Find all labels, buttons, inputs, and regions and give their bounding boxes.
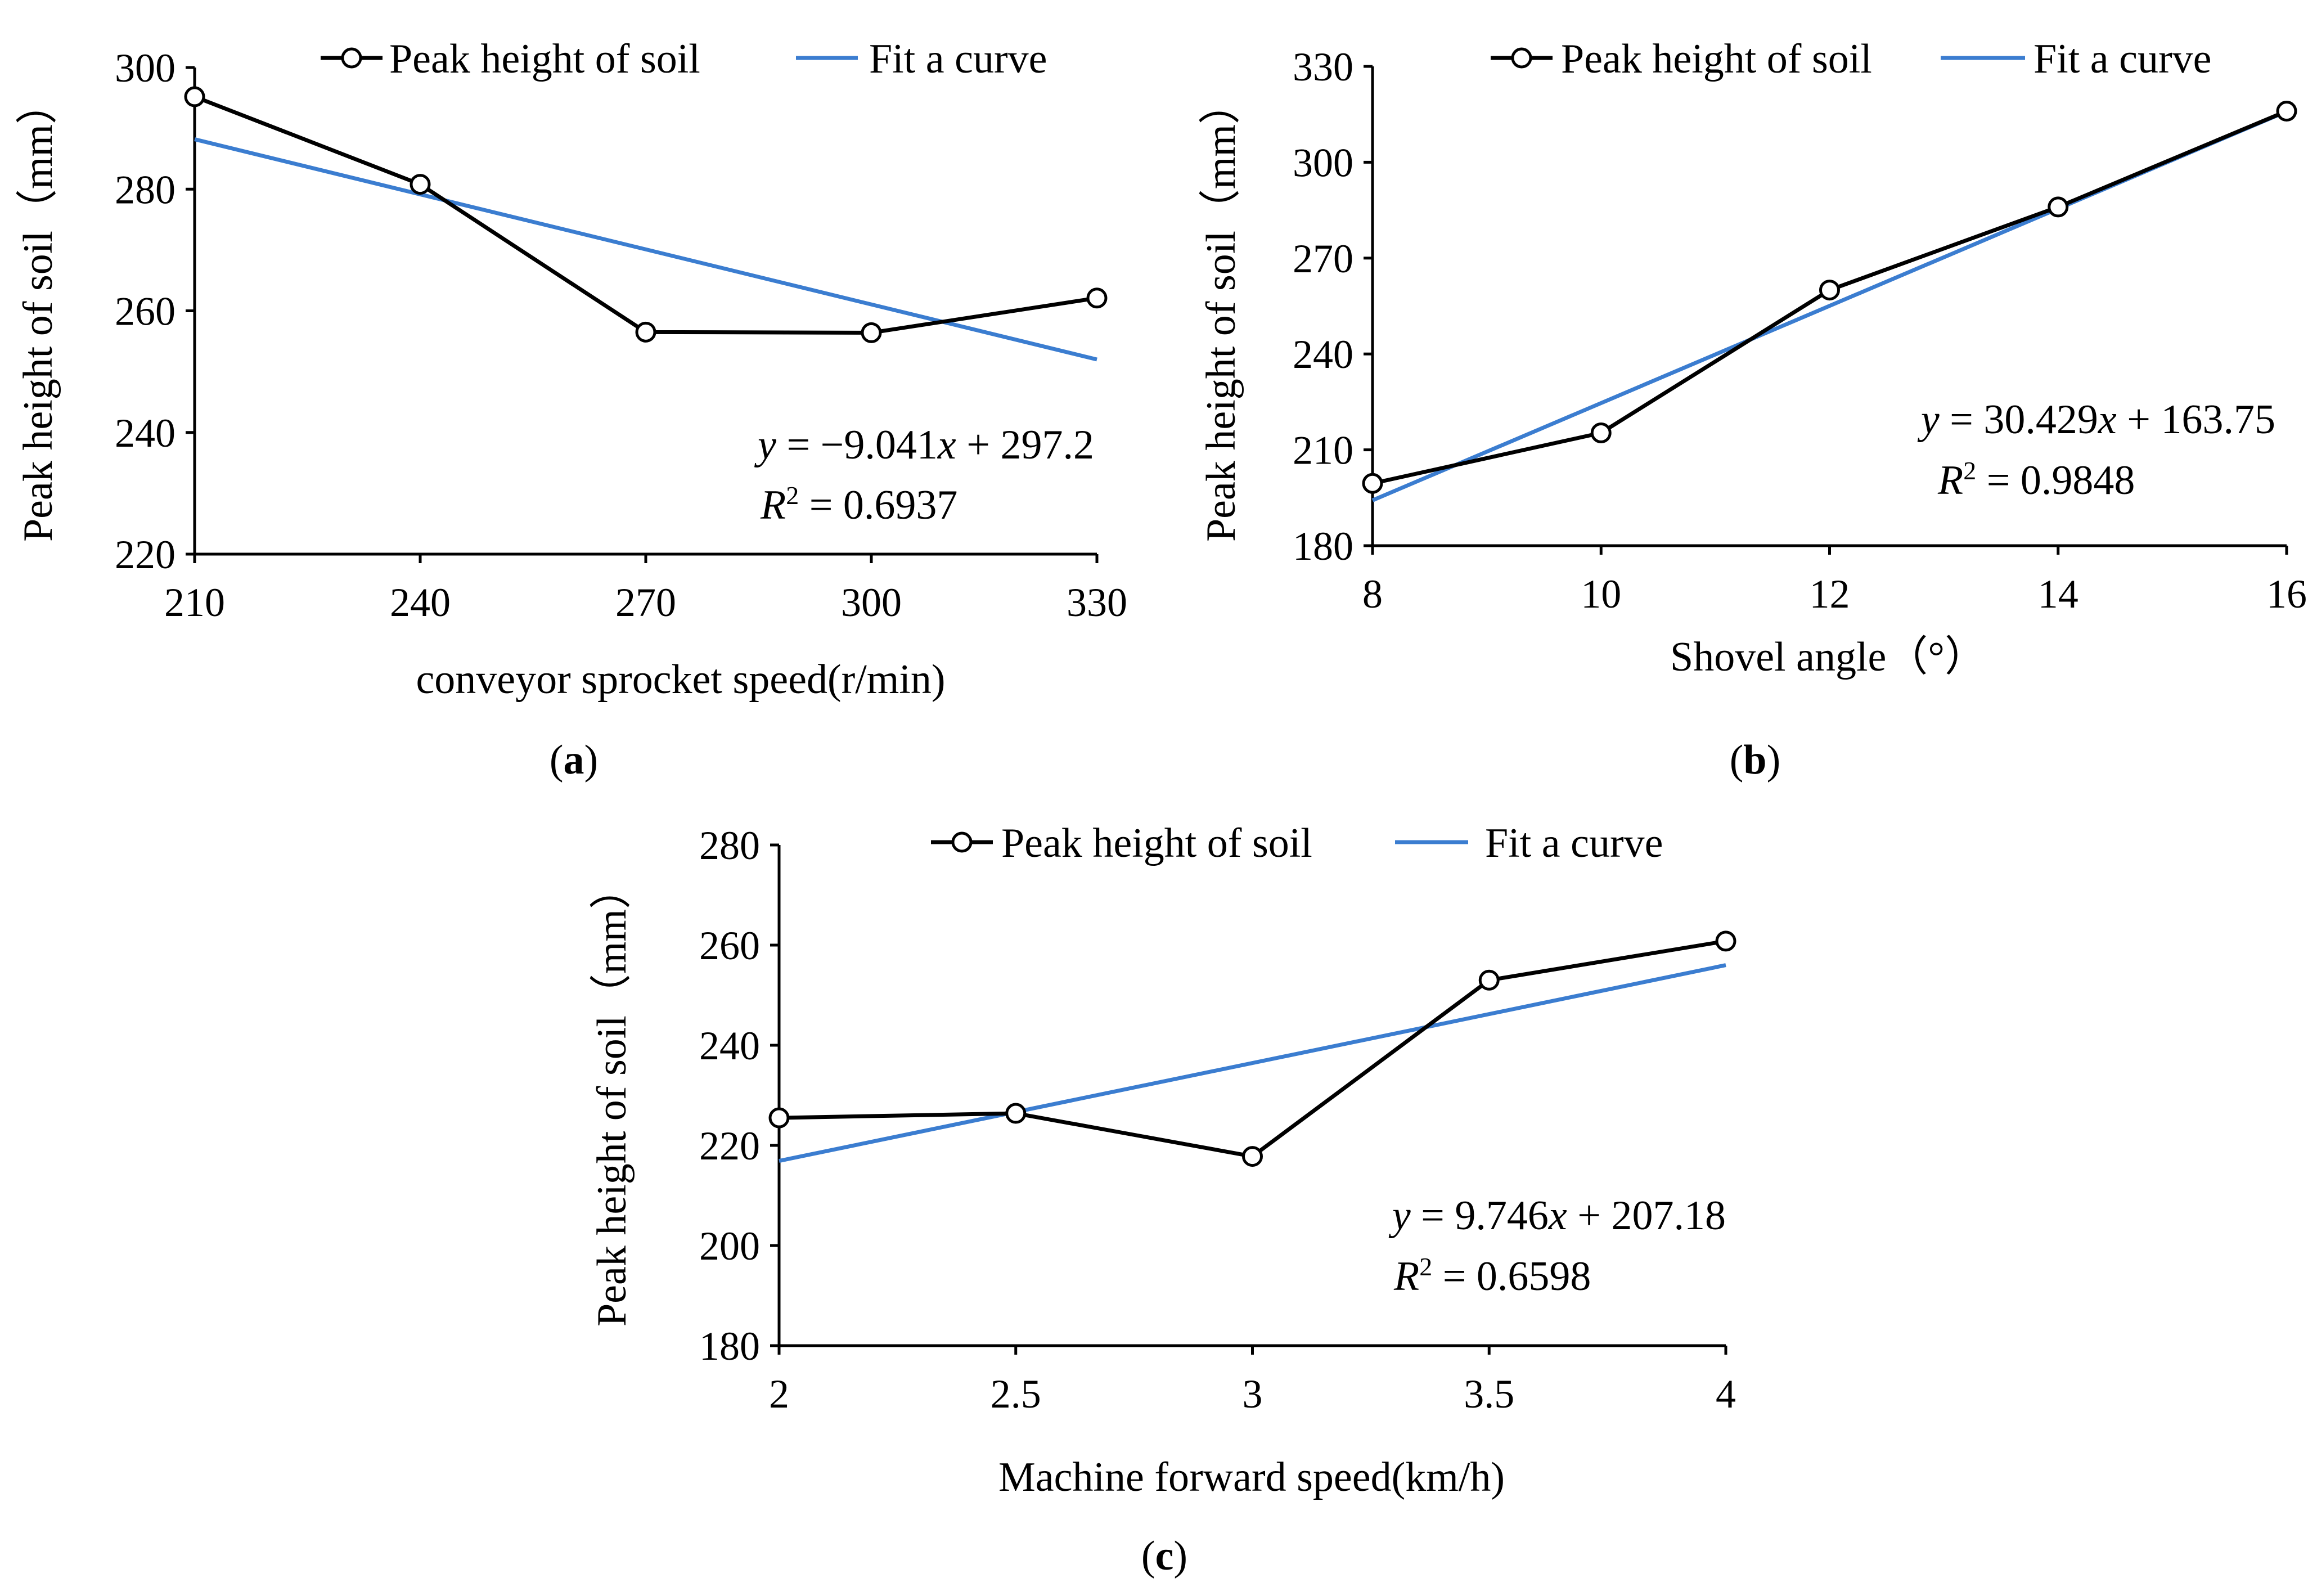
panel-a-x-tick-label: 210 [164,580,225,625]
panel-b-plot: 180 210 240 270 300 330 8 10 12 14 16 [1293,44,2307,617]
panel-b-x-tick-label: 12 [1810,572,1850,617]
panel-a-caption: (a) [550,737,598,783]
panel-c-data-point [1242,1146,1263,1167]
panel-b-legend-observed-marker [1511,47,1532,69]
panel-a-data-point [184,86,205,107]
panel-b-y-tick-label: 210 [1293,428,1353,473]
panel-b-y-tick-label: 270 [1293,236,1353,281]
panel-a-y-tick-label: 300 [115,46,176,91]
panel-b-x-tick-label: 10 [1581,572,1621,617]
panel-b-ylabel: Peak height of soil（mm） [1198,83,1244,542]
panel-c-data-point [768,1107,790,1129]
panel-c-y-tick-label: 280 [699,823,760,868]
panel-c-data-point [1715,930,1736,952]
panel-a-r-squared: R2 = 0.6937 [760,481,957,528]
panel-b-y-tick-label: 330 [1293,44,1353,89]
panel-a-legend: Peak height of soil Fit a curve [321,36,1047,82]
panel-a-y-tick-label: 280 [115,167,176,212]
panel-b-x-tick-label: 16 [2266,572,2307,617]
panel-b-y-tick-label: 240 [1293,332,1353,377]
panel-c-x-tick-label: 4 [1716,1372,1736,1417]
panel-a-y-tick-label: 240 [115,411,176,456]
panel-c-plot: 180 200 220 240 260 280 2 2.5 3 3.5 4 [699,823,1736,1417]
panel-c-fit-line [779,963,1726,1163]
panel-b: Peak height of soil Fit a curve 180 210 24… [1198,36,2307,783]
panel-c-y-tick-label: 260 [699,923,760,968]
panel-b-data-point [1362,473,1383,494]
panel-b-r-squared: R2 = 0.9848 [1937,456,2135,503]
panel-b-data-point [1819,280,1840,301]
panel-a-y-tick-label: 260 [115,289,176,334]
panel-b-legend: Peak height of soil Fit a curve [1491,36,2211,82]
panel-a-x-tick-label: 300 [841,580,902,625]
panel-c-x-tick-label: 3 [1243,1372,1263,1417]
panel-a-x-tick-label: 240 [390,580,451,625]
panel-a-x-tick-label: 330 [1067,580,1127,625]
panel-c-r-squared: R2 = 0.6598 [1393,1252,1591,1300]
panel-a-data-point [861,322,882,343]
panel-c-y-tick-label: 180 [699,1324,760,1369]
panel-b-equation: y = 30.429x + 163.75 [1917,397,2275,443]
panel-c-x-tick-label: 2.5 [991,1372,1041,1417]
panel-c-caption: (c) [1141,1533,1187,1579]
panel-c-equation: y = 9.746x + 207.18 [1388,1193,1726,1239]
panel-c-data-point [1478,969,1500,991]
panel-c: Peak height of soil Fit a curve 18020022… [589,820,1736,1579]
panel-a-y-tick-label: 220 [115,532,176,577]
panel-c-x-tick-label: 2 [769,1372,789,1417]
panel-c-legend-observed-label: Peak height of soil [1001,820,1312,866]
panel-a-data-point [635,321,656,343]
panel-c-legend-observed-marker [951,831,973,853]
panel-c-y-tick-label: 240 [699,1023,760,1068]
panel-b-legend-observed-label: Peak height of soil [1561,36,1872,82]
panel-b-caption: (b) [1730,737,1780,783]
panel-b-x-tick-label: 8 [1362,572,1383,617]
panel-c-y-tick-label: 220 [699,1123,760,1168]
panel-b-xlabel: Shovel angle（°） [1670,634,1986,680]
panel-c-xlabel: Machine forward speed(km/h) [998,1454,1505,1500]
panel-a-legend-observed-marker [341,47,362,69]
panel-a-equation: y = −9.041x + 297.2 [754,422,1094,468]
panel-b-y-tick-label: 180 [1293,524,1353,569]
panel-b-legend-fit-label: Fit a curve [2033,36,2211,82]
panel-a-legend-fit-label: Fit a curve [869,36,1047,82]
panel-b-y-tick-label: 300 [1293,140,1353,185]
panel-a-observed-line [194,95,1097,335]
panel-a-x-tick-label: 270 [615,580,676,625]
panel-c-data-point [1005,1103,1027,1124]
panel-a: Peak height of soil Fit a curve 220 240 26… [15,36,1127,783]
panel-b-data-point [2048,196,2069,218]
panel-a-ylabel: Peak height of soil（mm） [15,83,61,542]
panel-c-y-tick-label: 200 [699,1224,760,1269]
panel-c-ylabel: Peak height of soil（mm） [589,867,635,1327]
panel-b-data-point [1590,422,1612,443]
panel-a-legend-observed-label: Peak height of soil [389,36,700,82]
panel-b-x-tick-label: 14 [2038,572,2078,617]
panel-a-data-point [1086,287,1108,309]
panel-a-plot: 220 240 260 280 300 210 240 270 300 330 [115,46,1127,625]
panel-a-data-point [410,174,431,195]
panel-c-x-tick-label: 3.5 [1464,1372,1514,1417]
panel-c-observed-line [779,939,1726,1159]
panel-b-data-point [2276,101,2297,122]
panel-a-xlabel: conveyor sprocket speed(r/min) [416,657,945,703]
panel-c-legend: Peak height of soil Fit a curve [931,820,1663,866]
panel-c-legend-fit-label: Fit a curve [1485,820,1663,866]
